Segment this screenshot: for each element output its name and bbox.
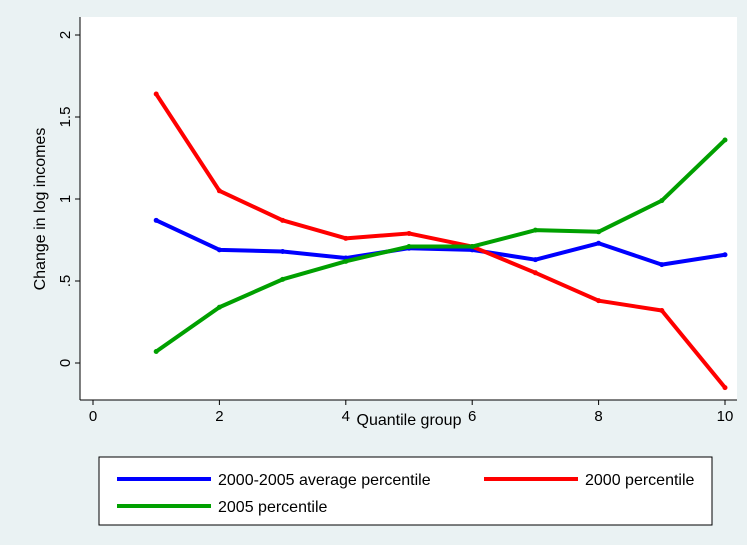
legend-label-1: 2000-2005 average percentile	[218, 472, 431, 489]
series-2-point	[659, 308, 665, 314]
legend: 2000-2005 average percentile 2000 percent…	[98, 456, 713, 526]
series-line-1	[154, 218, 727, 267]
series-2-point	[596, 298, 602, 304]
y-axis-title: Change in log incomes	[32, 128, 49, 291]
series-2-point	[532, 270, 538, 276]
series-1-point	[153, 217, 159, 223]
legend-box	[98, 456, 713, 526]
series-3-point	[406, 244, 412, 250]
series-1-point	[659, 262, 665, 268]
series-1-point	[722, 252, 728, 258]
x-tick-label: 4	[342, 408, 350, 425]
series-2-point	[722, 385, 728, 391]
series-3-point	[343, 258, 349, 264]
x-axis-ticks: 0 2 4 6 8 10	[89, 400, 734, 425]
y-tick-label: .5	[57, 275, 74, 288]
y-tick-label: 1	[57, 195, 74, 203]
x-tick-label: 10	[717, 408, 734, 425]
series-2-point	[343, 235, 349, 241]
series-3-point	[596, 229, 602, 235]
series-layer	[153, 91, 728, 391]
series-3-point	[216, 304, 222, 310]
x-tick-label: 2	[215, 408, 223, 425]
y-tick-label: 1.5	[57, 107, 74, 128]
y-tick-label: 2	[57, 31, 74, 39]
series-line-3	[154, 137, 727, 354]
series-2-point	[406, 230, 412, 236]
y-axis-ticks: 0 .5 1 1.5 2	[57, 31, 80, 367]
x-axis-title: Quantile group	[357, 412, 462, 429]
series-1-point	[280, 248, 286, 254]
series-2-point	[153, 91, 159, 97]
legend-label-3: 2005 percentile	[218, 499, 328, 516]
plot-region	[80, 17, 737, 400]
series-3-point	[659, 198, 665, 204]
legend-label-2: 2000 percentile	[585, 472, 695, 489]
series-1-point	[596, 240, 602, 246]
x-tick-label: 8	[594, 408, 602, 425]
series-3-point	[469, 244, 475, 250]
series-1-point	[216, 247, 222, 253]
series-2-point	[216, 188, 222, 194]
series-3-point	[280, 276, 286, 282]
series-3-point	[153, 349, 159, 355]
x-tick-label: 0	[89, 408, 97, 425]
y-tick-label: 0	[57, 359, 74, 367]
series-3-point	[532, 227, 538, 233]
series-line-2	[154, 92, 727, 390]
series-2-point	[280, 217, 286, 223]
series-3-point	[722, 137, 728, 143]
series-1-point	[532, 257, 538, 263]
x-tick-label: 6	[468, 408, 476, 425]
